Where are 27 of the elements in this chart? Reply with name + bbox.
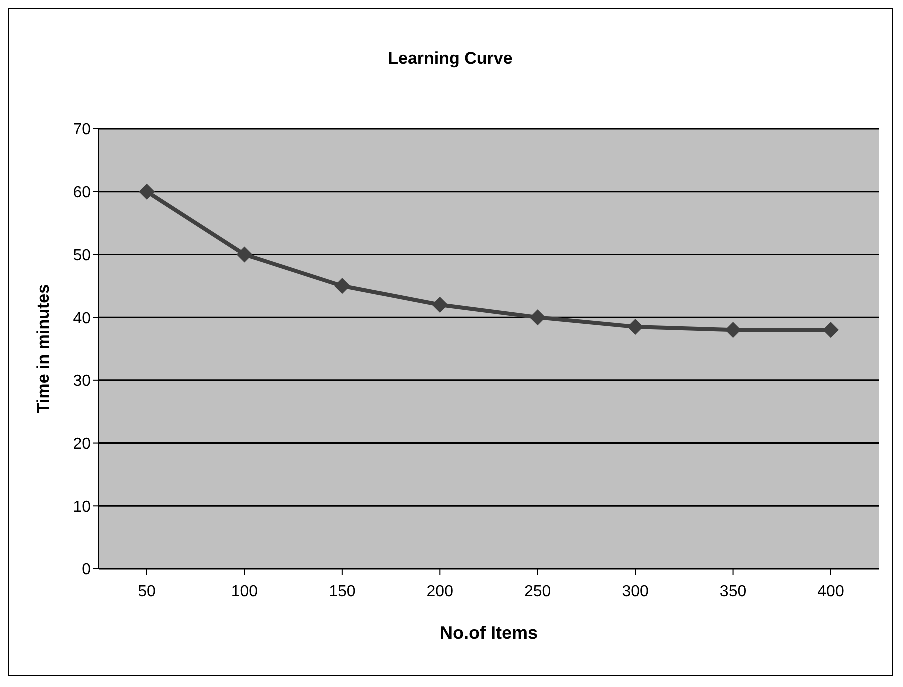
- y-tick-label: 40: [73, 310, 92, 328]
- x-axis-title: No.of Items: [440, 623, 538, 643]
- chart-title: Learning Curve: [387, 49, 514, 69]
- point: [432, 297, 448, 313]
- y-tick-label: 10: [73, 498, 92, 516]
- y-tick-label: 70: [73, 122, 92, 139]
- x-tick-label: 250: [524, 583, 552, 600]
- y-tick-label: 0: [82, 562, 92, 579]
- point: [139, 184, 155, 200]
- x-tick-label: 300: [622, 583, 650, 600]
- point: [823, 322, 839, 338]
- x-tick-label: 200: [426, 583, 454, 600]
- x-tick-label: 400: [818, 583, 844, 600]
- x-tick-label: 150: [329, 583, 356, 600]
- x-tick-label: 350: [720, 583, 747, 600]
- y-tick-label: 60: [73, 184, 92, 202]
- point: [725, 322, 742, 338]
- x-tick-label: 100: [231, 583, 258, 600]
- point: [530, 310, 546, 326]
- point: [628, 319, 644, 335]
- y-tick-label: 30: [73, 373, 92, 390]
- y-tick-label: 20: [73, 436, 92, 453]
- point: [334, 278, 350, 294]
- x-tick-label: 50: [138, 583, 156, 600]
- point: [236, 246, 253, 263]
- y-tick-label: 50: [73, 247, 92, 264]
- y-axis-title: Time in minutes: [34, 284, 54, 414]
